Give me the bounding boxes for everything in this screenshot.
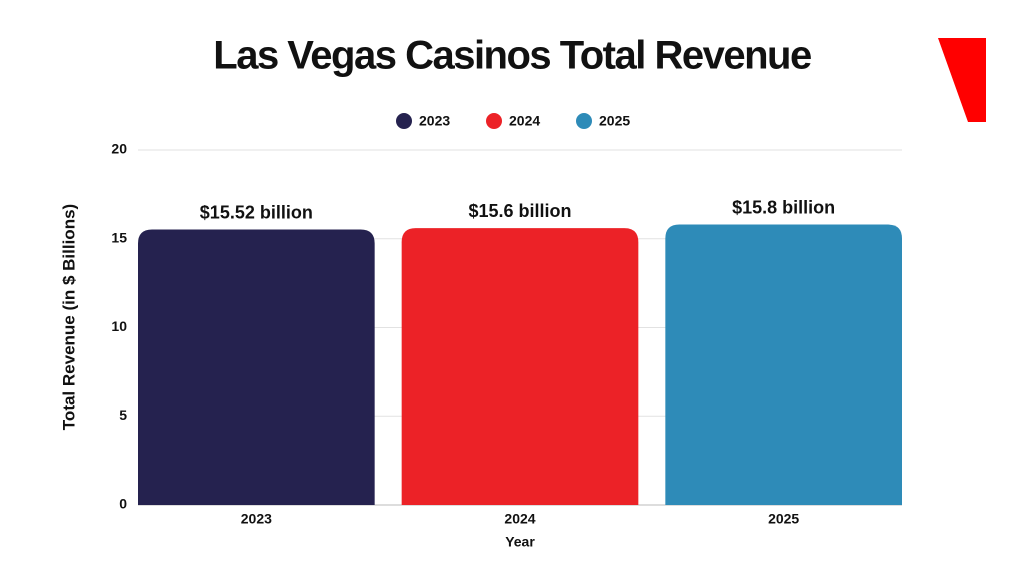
data-label: $15.6 billion xyxy=(468,201,571,221)
legend-swatch xyxy=(396,113,412,129)
x-axis-label: Year xyxy=(505,534,535,550)
bar xyxy=(401,228,639,505)
legend-label: 2024 xyxy=(509,113,540,129)
y-tick-label: 0 xyxy=(119,496,127,512)
x-tick-label: 2024 xyxy=(504,511,535,527)
y-axis-label: Total Revenue (in $ Billions) xyxy=(59,204,78,430)
legend-swatch xyxy=(576,113,592,129)
chart-title: Las Vegas Casinos Total Revenue xyxy=(213,34,811,78)
bar xyxy=(665,224,902,506)
y-tick-label: 20 xyxy=(111,141,127,157)
data-label: $15.8 billion xyxy=(732,197,835,217)
x-tick-label: 2023 xyxy=(241,511,272,527)
x-tick-label: 2025 xyxy=(768,511,799,527)
y-tick-label: 15 xyxy=(111,229,127,245)
legend-swatch xyxy=(486,113,502,129)
legend-label: 2023 xyxy=(419,113,450,129)
y-tick-label: 5 xyxy=(119,407,127,423)
y-tick-label: 10 xyxy=(111,318,127,334)
bar xyxy=(138,229,375,505)
decoration xyxy=(938,38,986,122)
legend-label: 2025 xyxy=(599,113,630,129)
data-label: $15.52 billion xyxy=(200,202,313,222)
